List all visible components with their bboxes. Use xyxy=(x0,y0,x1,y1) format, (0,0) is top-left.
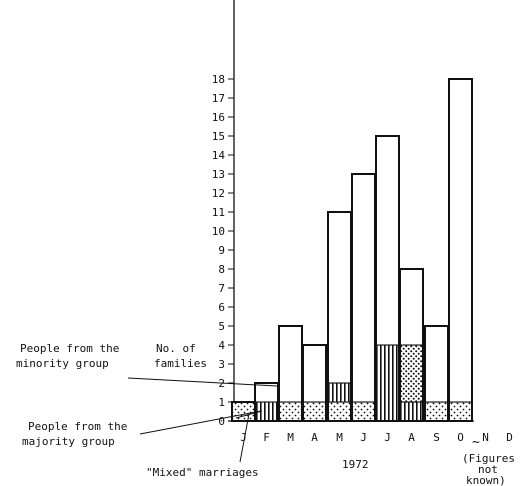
pointer-majority xyxy=(139,410,262,435)
y-tick-label: 18 xyxy=(212,73,225,86)
x-tick-label: M xyxy=(287,431,294,444)
bar-outline xyxy=(302,344,327,422)
bar-segment xyxy=(231,401,256,422)
bar-segment xyxy=(351,401,376,422)
bar-segment xyxy=(302,401,327,422)
bar-segment xyxy=(448,78,473,403)
x-tick-label: F xyxy=(263,431,270,444)
annotation-unknown: (Figures not known) xyxy=(462,452,522,486)
y-tick-label: 13 xyxy=(212,168,225,181)
y-tick-label: 12 xyxy=(212,187,225,200)
x-tick-label: M xyxy=(336,431,343,444)
x-tick-label: O xyxy=(457,431,464,444)
y-tick-label: 17 xyxy=(212,92,225,105)
bar-segment xyxy=(327,401,352,422)
x-tick-label: J xyxy=(384,431,391,444)
bar-segment xyxy=(302,344,327,403)
x-tick-label: N xyxy=(482,431,489,444)
y-tick-label: 10 xyxy=(212,225,225,238)
y-tick-group: 0123456789101112131415161718 xyxy=(212,73,234,428)
annotation-majority: People from the majority group xyxy=(22,420,134,448)
bar-segment xyxy=(327,382,352,403)
y-tick-label: 8 xyxy=(218,263,225,276)
bar-group xyxy=(231,78,473,422)
annotation-minority: People from the minority group xyxy=(16,342,126,370)
bar-segment xyxy=(375,344,400,422)
x-group-label: 1972 xyxy=(342,458,369,471)
bar-segment xyxy=(399,344,424,403)
pointer-minority xyxy=(127,377,278,387)
y-tick-label: 4 xyxy=(218,339,225,352)
bar-segment xyxy=(278,325,303,403)
y-tick-label: 3 xyxy=(218,358,225,371)
y-tick-label: 9 xyxy=(218,244,225,257)
bar-segment xyxy=(399,401,424,422)
bar-segment xyxy=(424,325,449,403)
y-tick-label: 11 xyxy=(212,206,225,219)
x-tick-label: S xyxy=(433,431,440,444)
bar-segment xyxy=(327,211,352,384)
annotation-mixed-marriages: "Mixed" marriages xyxy=(146,466,259,479)
x-tick-label: A xyxy=(408,431,415,444)
bar-segment xyxy=(278,401,303,422)
pointer-mixed xyxy=(239,413,250,463)
unknown-marker: ~ xyxy=(472,435,480,450)
bar-segment xyxy=(448,401,473,422)
y-tick-label: 15 xyxy=(212,130,225,143)
y-tick-label: 6 xyxy=(218,301,225,314)
y-tick-label: 16 xyxy=(212,111,225,124)
y-axis-label: No. of families xyxy=(154,342,207,370)
bar-outline xyxy=(448,78,473,422)
y-tick-label: 0 xyxy=(218,415,225,428)
x-tick-label: J xyxy=(360,431,367,444)
y-tick-label: 14 xyxy=(212,149,226,162)
bar-segment xyxy=(351,173,376,403)
y-tick-label: 1 xyxy=(218,396,225,409)
bar-segment xyxy=(424,401,449,422)
y-tick-label: 5 xyxy=(218,320,225,333)
y-tick-label: 7 xyxy=(218,282,225,295)
bar-segment xyxy=(399,268,424,346)
bar-outline xyxy=(399,268,424,422)
x-tick-label: D xyxy=(506,431,513,444)
x-tick-label: J xyxy=(240,431,247,444)
bar-segment xyxy=(375,135,400,346)
x-tick-label: A xyxy=(311,431,318,444)
